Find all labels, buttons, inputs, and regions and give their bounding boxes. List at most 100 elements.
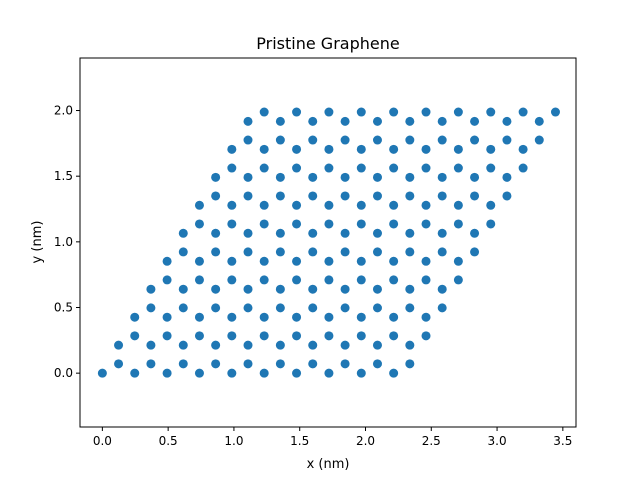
data-point: [259, 107, 269, 117]
data-point: [227, 219, 237, 229]
data-point: [340, 284, 350, 294]
data-point: [211, 340, 221, 350]
data-point: [292, 107, 302, 117]
data-point: [437, 284, 447, 294]
data-point: [178, 303, 188, 313]
data-point: [372, 172, 382, 182]
data-point: [324, 331, 334, 341]
data-point: [486, 200, 496, 210]
data-point: [340, 191, 350, 201]
x-tick-label: 2.5: [422, 434, 441, 448]
data-point: [389, 144, 399, 154]
data-point: [162, 256, 172, 266]
data-point: [470, 191, 480, 201]
data-point: [146, 303, 156, 313]
data-point: [502, 172, 512, 182]
data-point: [243, 116, 253, 126]
data-point: [259, 256, 269, 266]
data-point: [324, 144, 334, 154]
data-point: [211, 172, 221, 182]
data-point: [389, 331, 399, 341]
data-point: [130, 312, 140, 322]
data-point: [243, 340, 253, 350]
y-axis-label: y (nm): [30, 221, 45, 264]
data-point: [453, 144, 463, 154]
x-tick-label: 3.5: [553, 434, 572, 448]
data-point: [146, 359, 156, 369]
data-point: [324, 312, 334, 322]
data-point: [470, 172, 480, 182]
data-point: [292, 275, 302, 285]
data-point: [389, 163, 399, 173]
data-point: [211, 284, 221, 294]
data-point: [372, 135, 382, 145]
data-point: [324, 200, 334, 210]
data-point: [356, 256, 366, 266]
data-point: [194, 219, 204, 229]
data-point: [470, 228, 480, 238]
data-point: [340, 247, 350, 257]
y-tick-label: 1.5: [54, 169, 73, 183]
data-point: [275, 228, 285, 238]
data-point: [389, 368, 399, 378]
data-point: [243, 228, 253, 238]
data-point: [292, 219, 302, 229]
data-point: [308, 116, 318, 126]
data-point: [308, 135, 318, 145]
data-point: [421, 275, 431, 285]
data-point: [486, 219, 496, 229]
data-point: [534, 135, 544, 145]
data-point: [162, 331, 172, 341]
data-point: [421, 163, 431, 173]
data-point: [421, 331, 431, 341]
data-point: [340, 172, 350, 182]
data-point: [211, 303, 221, 313]
data-point: [275, 116, 285, 126]
data-point: [502, 116, 512, 126]
y-tick-label: 0.0: [54, 366, 73, 380]
data-point: [275, 359, 285, 369]
x-tick-label: 1.5: [290, 434, 309, 448]
y-tick-label: 0.5: [54, 301, 73, 315]
data-point: [130, 331, 140, 341]
data-point: [97, 368, 107, 378]
data-point: [340, 228, 350, 238]
data-point: [437, 172, 447, 182]
data-point: [308, 247, 318, 257]
data-point: [146, 340, 156, 350]
data-point: [259, 200, 269, 210]
data-point: [356, 107, 366, 117]
data-point: [194, 275, 204, 285]
data-point: [194, 331, 204, 341]
data-point: [178, 359, 188, 369]
data-point: [453, 107, 463, 117]
data-point: [227, 256, 237, 266]
plot-area: [80, 58, 576, 427]
data-point: [389, 219, 399, 229]
data-point: [162, 312, 172, 322]
data-point: [227, 200, 237, 210]
data-point: [486, 107, 496, 117]
y-tick-label: 2.0: [54, 104, 73, 118]
data-point: [308, 340, 318, 350]
data-point: [356, 368, 366, 378]
data-point: [114, 340, 124, 350]
data-point: [437, 191, 447, 201]
x-axis-ticks: 0.0 0.5 1.0 1.5 2.0 2.5 3.0 3.5: [93, 427, 572, 448]
data-point: [308, 228, 318, 238]
data-point: [275, 135, 285, 145]
data-point: [211, 228, 221, 238]
data-point: [340, 135, 350, 145]
y-tick-label: 1.0: [54, 235, 73, 249]
data-point: [275, 172, 285, 182]
data-point: [356, 275, 366, 285]
data-point: [243, 135, 253, 145]
data-point: [470, 135, 480, 145]
data-point: [372, 303, 382, 313]
data-point: [275, 284, 285, 294]
data-point: [486, 163, 496, 173]
data-point: [518, 107, 528, 117]
data-point: [372, 359, 382, 369]
data-point: [437, 116, 447, 126]
